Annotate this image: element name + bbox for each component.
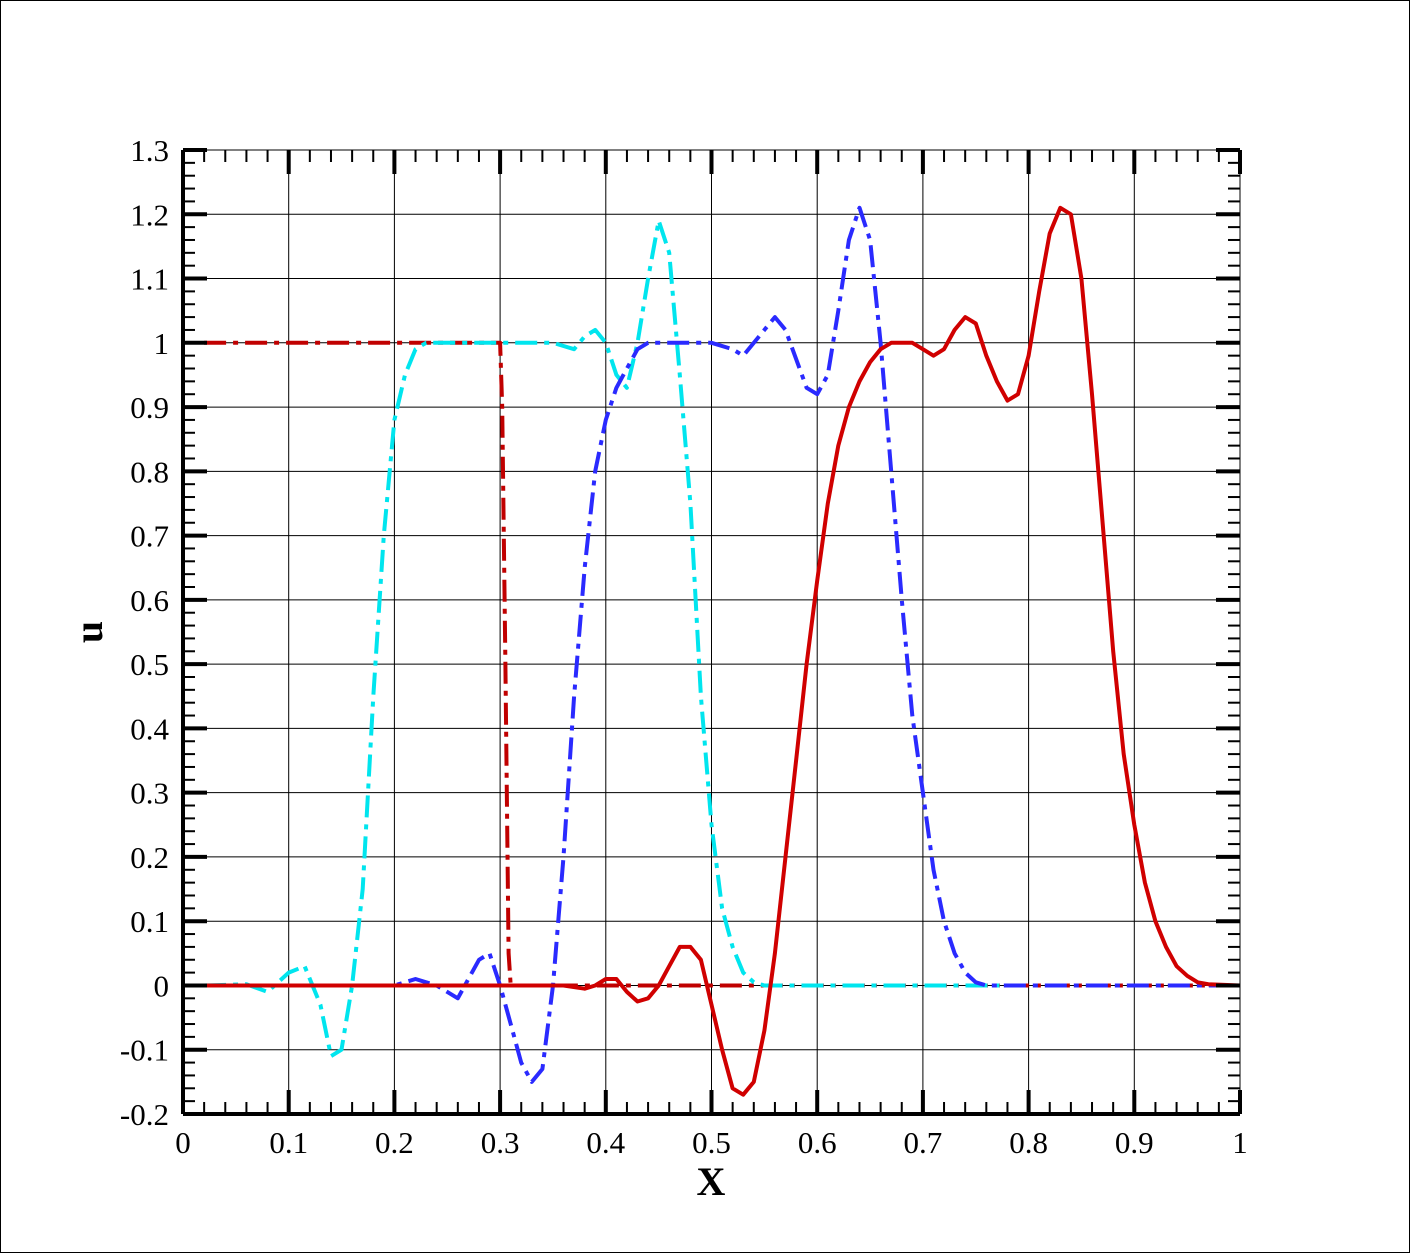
y-tick-label: 0.2 <box>130 840 169 875</box>
x-axis-title: X <box>697 1159 726 1204</box>
x-tick-label: 0.8 <box>1009 1125 1048 1160</box>
y-tick-label: -0.1 <box>120 1033 169 1068</box>
y-tick-label: -0.2 <box>120 1097 169 1132</box>
y-tick-label: 0.9 <box>130 390 169 425</box>
y-tick-label: 1.3 <box>130 133 169 168</box>
y-tick-label: 0.3 <box>130 776 169 811</box>
y-tick-label: 1.2 <box>130 197 169 232</box>
x-tick-label: 0.1 <box>269 1125 308 1160</box>
x-tick-label: 0.6 <box>798 1125 837 1160</box>
y-axis-title: u <box>66 621 111 643</box>
x-tick-label: 0.4 <box>586 1125 625 1160</box>
y-tick-label: 0.4 <box>130 711 169 746</box>
y-tick-label: 1 <box>154 326 170 361</box>
y-tick-label: 0.1 <box>130 904 169 939</box>
x-tick-label: 0 <box>175 1125 191 1160</box>
y-tick-label: 0 <box>154 968 170 1003</box>
x-tick-label: 0.5 <box>692 1125 731 1160</box>
series-line-blue-dash-dot <box>204 208 1240 1082</box>
y-tick-label: 0.6 <box>130 583 169 618</box>
y-tick-label: 0.7 <box>130 519 169 554</box>
x-tick-label: 0.9 <box>1115 1125 1154 1160</box>
y-tick-label: 0.8 <box>130 454 169 489</box>
x-tick-label: 0.2 <box>375 1125 414 1160</box>
x-tick-label: 0.7 <box>904 1125 943 1160</box>
x-tick-label: 0.3 <box>481 1125 520 1160</box>
series-group <box>204 208 1240 1095</box>
y-tick-label: 0.5 <box>130 647 169 682</box>
x-tick-label: 1 <box>1232 1125 1248 1160</box>
y-tick-label: 1.1 <box>130 262 169 297</box>
